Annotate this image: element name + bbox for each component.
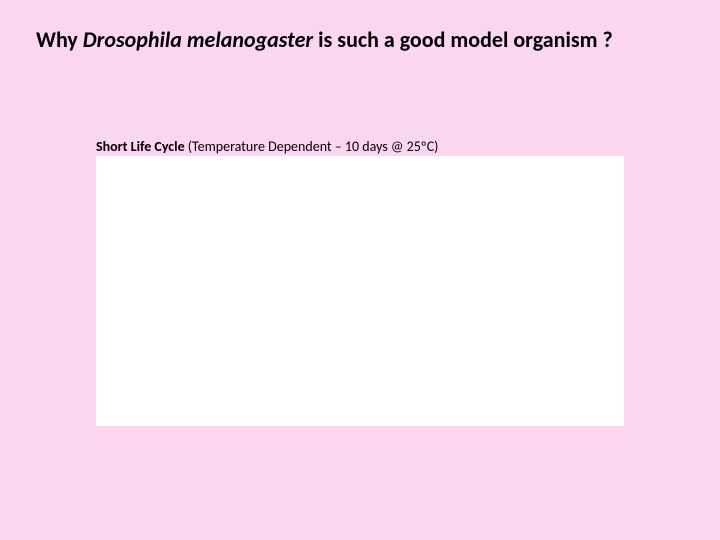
subtitle-rest: (Temperature Dependent – 10 days @ 25ºC) [188, 138, 439, 155]
subtitle-bold: Short Life Cycle [96, 138, 188, 155]
title-suffix: is such a good model organism ? [313, 26, 613, 53]
title-prefix: Why [36, 26, 83, 53]
slide-title: Why Drosophila melanogaster is such a go… [36, 26, 613, 53]
content-placeholder-box [96, 156, 624, 426]
title-italic-species: Drosophila melanogaster [83, 26, 313, 53]
slide-subtitle: Short Life Cycle (Temperature Dependent … [96, 138, 438, 155]
